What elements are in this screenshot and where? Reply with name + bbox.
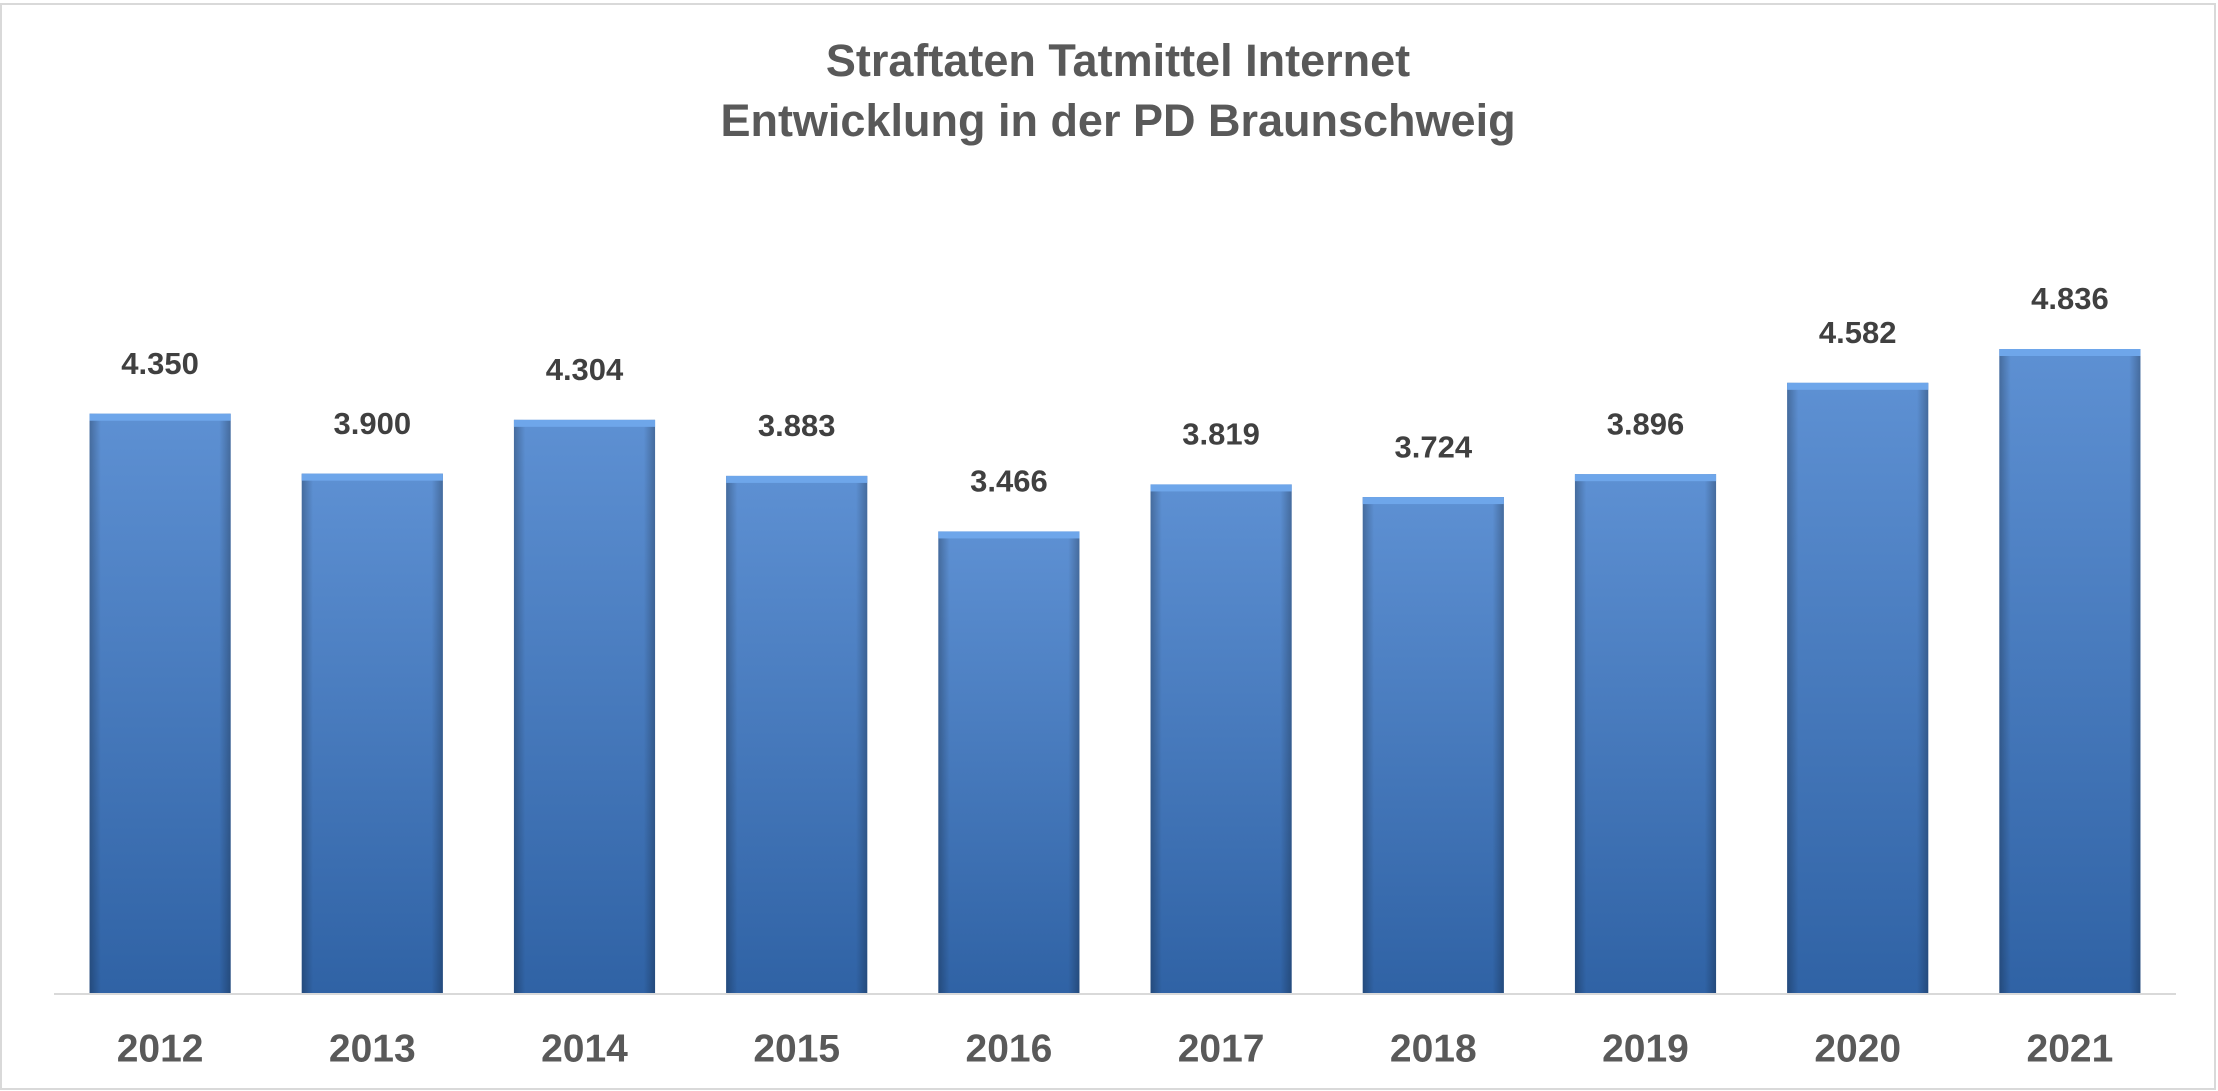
value-label: 3.900 — [334, 406, 412, 441]
x-tick-label: 2013 — [329, 1027, 416, 1070]
bar-edge — [89, 413, 231, 994]
value-label: 3.883 — [758, 408, 836, 443]
x-tick-label: 2020 — [1814, 1027, 1901, 1070]
bar-edge — [1787, 382, 1929, 993]
bar-bevel — [1999, 349, 2141, 357]
bar-edge — [1574, 474, 1717, 993]
value-label: 3.466 — [970, 464, 1048, 499]
x-tick-label: 2012 — [117, 1027, 204, 1070]
bar-edge — [1150, 484, 1292, 993]
value-label: 3.896 — [1607, 406, 1685, 441]
x-tick-label: 2018 — [1390, 1027, 1477, 1070]
bar-edge — [301, 473, 443, 993]
x-tick-label: 2015 — [753, 1027, 840, 1070]
bar-bevel — [1787, 382, 1929, 390]
value-label: 4.582 — [1819, 315, 1897, 350]
frame — [0, 3, 2216, 1090]
value-label: 4.304 — [546, 352, 624, 387]
value-label: 4.836 — [2031, 281, 2109, 316]
bar-bevel — [1362, 497, 1504, 505]
bar-bevel — [513, 419, 656, 427]
bar-bevel — [1150, 484, 1292, 492]
bar-edge — [726, 475, 868, 993]
bar-edge — [938, 531, 1080, 993]
bar-edge — [1999, 349, 2141, 994]
x-tick-label: 2014 — [541, 1027, 628, 1070]
bar-edge — [513, 419, 656, 993]
bar-bevel — [89, 413, 231, 421]
value-label: 3.724 — [1395, 429, 1473, 464]
x-tick-label: 2019 — [1602, 1027, 1689, 1070]
value-label: 4.350 — [121, 346, 199, 381]
value-label: 3.819 — [1182, 417, 1260, 452]
x-tick-label: 2016 — [966, 1027, 1053, 1070]
bar-bevel — [1574, 474, 1717, 482]
chart-subtitle: Entwicklung in der PD Braunschweig — [720, 95, 1515, 146]
x-tick-label: 2017 — [1178, 1027, 1265, 1070]
chart-title: Straftaten Tatmittel Internet — [826, 35, 1410, 86]
bar-bevel — [726, 475, 868, 483]
x-tick-label: 2021 — [2027, 1027, 2114, 1070]
bar-bevel — [301, 473, 443, 481]
bar-bevel — [938, 531, 1080, 539]
bar-edge — [1362, 497, 1504, 993]
